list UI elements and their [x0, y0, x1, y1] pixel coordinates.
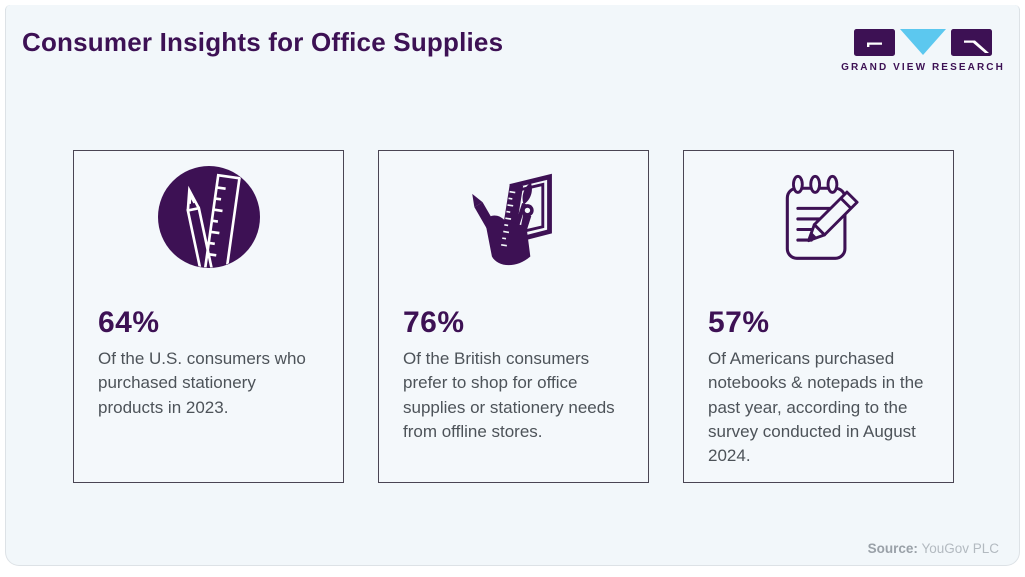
page-title: Consumer Insights for Office Supplies [22, 27, 504, 57]
stat-description: Of Americans purchased notebooks & notep… [708, 349, 924, 466]
source-value: YouGov PLC [921, 541, 999, 556]
stat-card-us-consumers: 64% Of the U.S. consumers who purchased … [73, 150, 344, 483]
source-attribution: Source: YouGov PLC [868, 541, 999, 556]
card-body: 57% Of Americans purchased notebooks & n… [684, 298, 953, 468]
v-triangle-icon [900, 29, 946, 61]
logo-glyphs [854, 29, 992, 57]
stat-percent: 64% [98, 306, 160, 339]
logo-text: GRAND VIEW RESEARCH [841, 62, 1005, 73]
card-body: 76% Of the British consumers prefer to s… [379, 298, 648, 444]
card-icon-zone [379, 166, 648, 298]
stat-description: Of the British consumers prefer to shop … [403, 349, 615, 441]
stat-percent: 57% [708, 306, 770, 339]
grand-view-research-logo: GRAND VIEW RESEARCH [841, 29, 1003, 73]
g-block-icon [854, 29, 895, 61]
card-icon-zone [74, 166, 343, 298]
source-label: Source: [867, 541, 918, 556]
pencil-ruler-circle-icon [157, 166, 260, 273]
card-body: 64% Of the U.S. consumers who purchased … [74, 298, 343, 420]
stat-description: Of the U.S. consumers who purchased stat… [98, 349, 306, 417]
card-icon-zone [684, 166, 953, 298]
stat-card-british-consumers: 76% Of the British consumers prefer to s… [378, 150, 649, 483]
stat-card-americans-notebooks: 57% Of Americans purchased notebooks & n… [683, 150, 954, 483]
stat-percent: 76% [403, 306, 465, 339]
notepad-pencil-icon [771, 166, 867, 271]
stationery-open-book-icon [466, 166, 562, 273]
stat-cards-row: 64% Of the U.S. consumers who purchased … [73, 150, 954, 483]
r-block-icon [951, 29, 992, 61]
